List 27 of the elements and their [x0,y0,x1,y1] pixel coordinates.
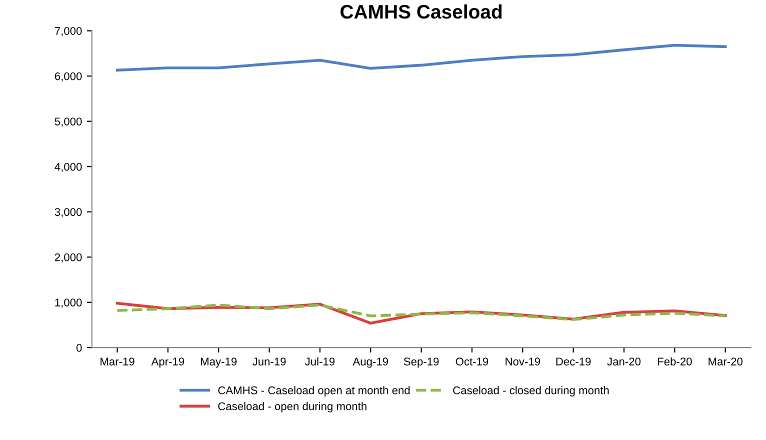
x-tick-label: Nov-19 [506,358,540,366]
y-tick-label: 5,000 [54,118,82,127]
x-tick-label: Jul-19 [304,357,335,366]
legend-label: CAMHS - Caseload open at month end [218,386,410,396]
y-tick-label: 3,000 [54,208,82,218]
x-tick-label: Mar-20 [708,358,743,366]
x-tick-label: Mar-19 [100,358,134,366]
y-tick-label: 7,000 [54,27,82,36]
y-tick-label: 2,000 [54,253,82,263]
line-series [116,44,727,72]
y-tick-label: 1,000 [55,298,82,308]
x-tick-label: Feb-20 [658,357,692,366]
x-tick-label: Apr-19 [151,358,184,368]
x-tick-label: Aug-19 [352,358,388,368]
x-tick-label: Oct-19 [456,358,488,366]
x-tick-label: Dec-19 [556,358,591,366]
x-tick-label: May-19 [200,358,237,368]
y-tick-label: 6,000 [54,72,82,82]
legend-label: Caseload - closed during month [453,386,609,396]
legend-label: Caseload - open during month [218,402,366,412]
line-series [116,304,727,321]
x-tick-label: Sep-19 [404,358,439,368]
x-tick-label: Jun-19 [252,358,286,366]
y-tick-label: 4,000 [54,162,82,172]
x-tick-label: Jan-20 [607,358,641,366]
y-tick-label: 0 [76,344,82,352]
chart-title: CAMHS Caseload [340,4,502,19]
